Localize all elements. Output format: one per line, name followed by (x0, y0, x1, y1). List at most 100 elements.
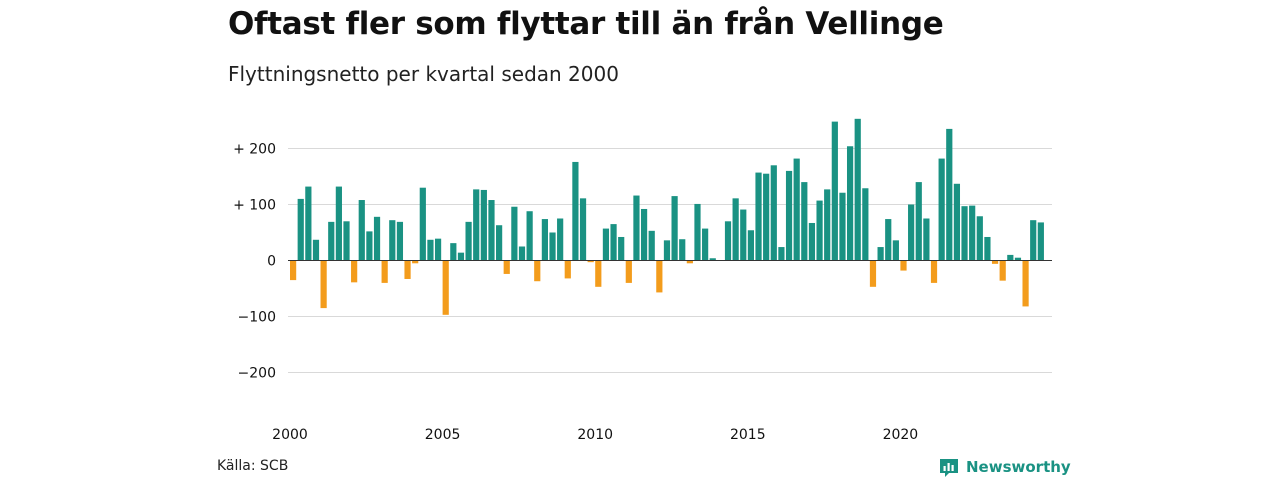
bar (671, 196, 678, 261)
bar (427, 239, 434, 261)
bar (480, 189, 487, 261)
bar (518, 246, 526, 261)
bar (297, 198, 304, 261)
bar (534, 260, 541, 282)
x-axis-ticks: 2000 2005 2010 2015 2020 (272, 427, 918, 443)
chart-title: Oftast fler som flyttar till än från Vel… (228, 6, 944, 42)
bar (618, 236, 625, 261)
bar (442, 260, 449, 315)
bar (778, 247, 785, 261)
x-tick-label: 2015 (730, 427, 766, 443)
bar (511, 206, 518, 261)
bar (595, 260, 602, 287)
bar (908, 204, 915, 261)
bar (862, 188, 869, 261)
bar (953, 183, 961, 261)
bar (419, 187, 426, 261)
bar (999, 260, 1006, 281)
bar (396, 221, 404, 261)
bar (343, 221, 350, 261)
bar (473, 189, 480, 261)
bar (1030, 220, 1037, 261)
bar (976, 216, 983, 261)
bar (747, 230, 754, 261)
bar (1022, 260, 1029, 307)
bar (801, 182, 808, 261)
bar (640, 208, 648, 261)
bar (366, 231, 373, 261)
x-tick-label: 2020 (883, 427, 919, 443)
bar (854, 118, 861, 261)
bar (488, 200, 495, 261)
bar (938, 158, 945, 261)
bar (610, 224, 617, 261)
bar (648, 230, 655, 261)
bar (984, 236, 991, 261)
bar (702, 228, 709, 261)
bar (785, 170, 793, 261)
bar (503, 260, 510, 274)
bar (457, 252, 465, 261)
newsworthy-logo-icon (940, 459, 958, 477)
bar (335, 186, 342, 261)
bar (961, 206, 968, 261)
bar (946, 128, 953, 261)
bar (663, 240, 671, 261)
bar (404, 260, 411, 279)
bar (656, 260, 663, 293)
y-tick-label: 0 (267, 254, 276, 270)
bar (923, 218, 930, 261)
bar (679, 239, 686, 261)
bar (724, 221, 732, 261)
bar (846, 146, 854, 261)
bar (991, 260, 999, 264)
bar (579, 198, 587, 261)
bar (900, 260, 907, 271)
bar (885, 219, 892, 261)
bar (564, 260, 571, 279)
bar (816, 200, 823, 261)
bar (290, 260, 297, 281)
bar (930, 260, 938, 283)
bar (1007, 254, 1014, 261)
x-tick-label: 2005 (425, 427, 461, 443)
x-tick-label: 2010 (577, 427, 613, 443)
bar (557, 218, 564, 261)
bar (549, 232, 556, 261)
bar (434, 238, 442, 261)
bar (915, 182, 922, 261)
bar (969, 205, 976, 261)
newsworthy-brand[interactable]: Newsworthy (938, 456, 1071, 478)
bar (763, 173, 770, 261)
bar (709, 258, 716, 261)
y-tick-label: + 100 (233, 198, 276, 214)
bar (633, 195, 640, 261)
y-tick-label: −100 (238, 310, 276, 326)
bar (793, 158, 800, 261)
bar (869, 260, 877, 287)
gridlines (288, 148, 1052, 373)
bar (526, 211, 533, 261)
bar (839, 192, 846, 261)
bar (686, 260, 693, 264)
bar (732, 198, 739, 261)
source-note: Källa: SCB (217, 458, 289, 474)
bar (465, 221, 472, 261)
bar (450, 243, 457, 261)
bar (770, 165, 777, 261)
bar (305, 186, 312, 261)
bar (328, 221, 335, 261)
bar (824, 189, 831, 261)
bar (351, 260, 358, 283)
bar (358, 200, 365, 261)
bar (625, 260, 632, 283)
bar (572, 161, 579, 261)
bar (587, 260, 594, 263)
x-tick-label: 2000 (272, 427, 308, 443)
bar (892, 240, 899, 261)
y-tick-label: + 200 (233, 142, 276, 158)
bar (694, 203, 701, 261)
bar (496, 225, 503, 261)
bar (740, 209, 747, 261)
